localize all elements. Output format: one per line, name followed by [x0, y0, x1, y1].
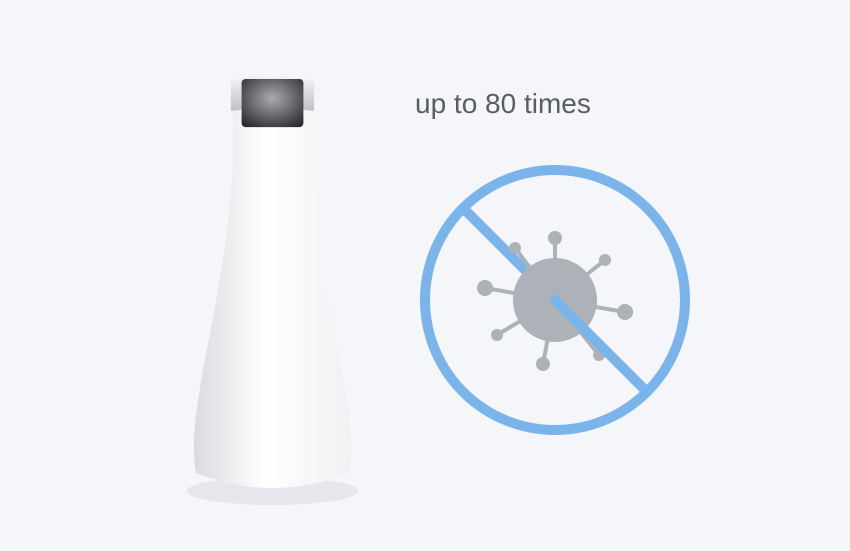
prohibition-slash — [555, 300, 647, 392]
heading-text: up to 80 times — [415, 88, 591, 120]
no-virus-icon — [0, 0, 850, 551]
